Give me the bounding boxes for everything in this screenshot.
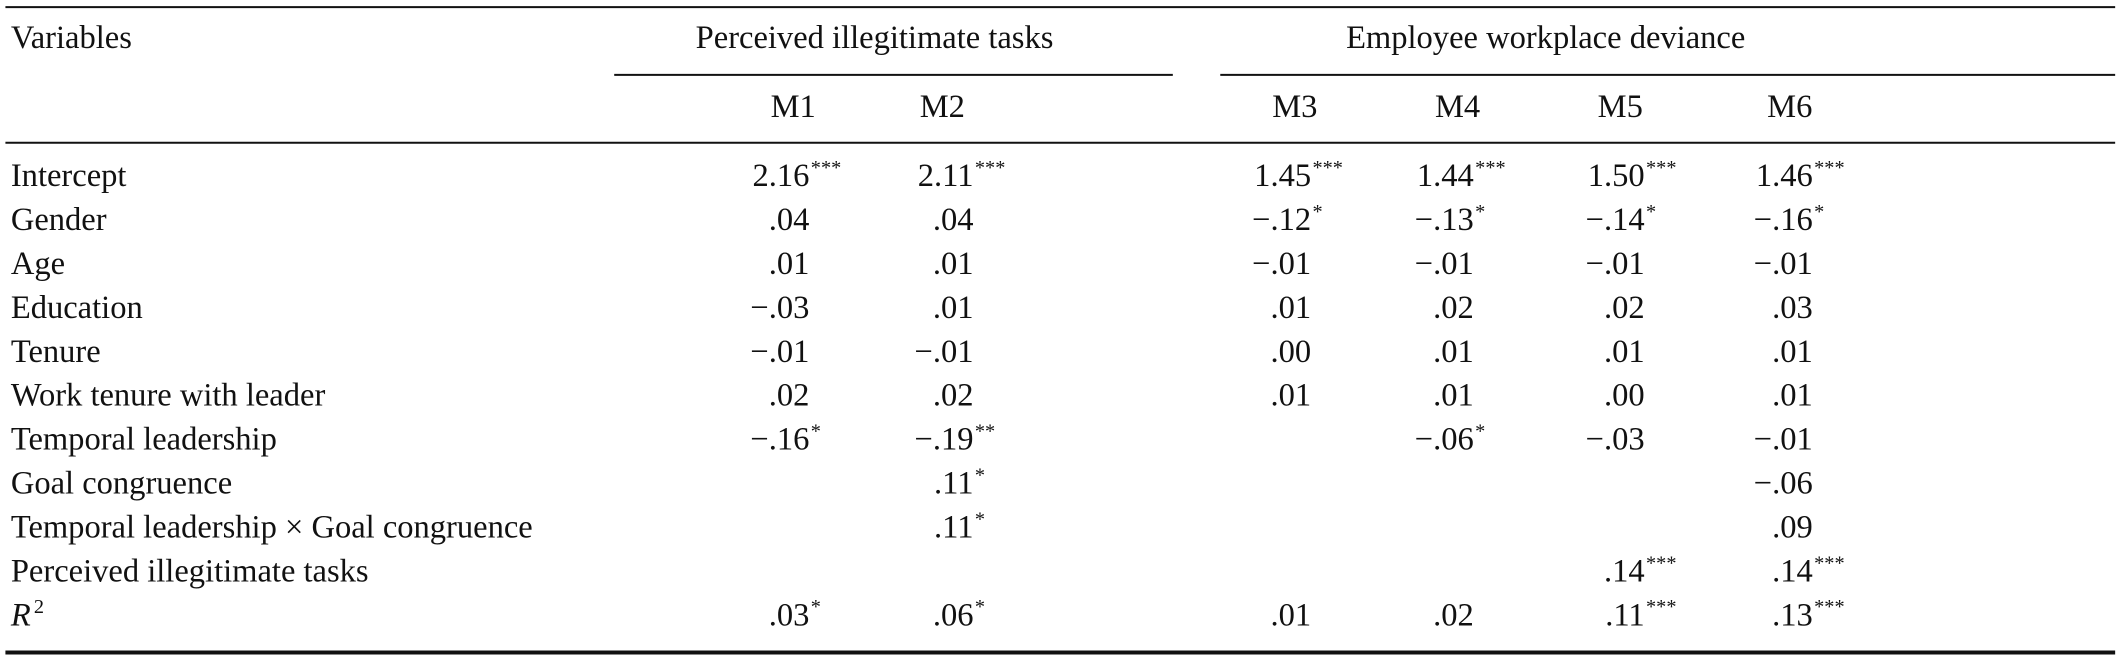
- cell-significance: *: [1312, 201, 1322, 223]
- group-header: Perceived illegitimate tasks: [696, 20, 1054, 56]
- cell-value: .11: [1605, 597, 1644, 633]
- cell-value: −.01: [1415, 246, 1474, 282]
- cell-significance: ***: [1814, 596, 1845, 618]
- cell-significance: ***: [811, 157, 842, 179]
- cell-value: .01: [1604, 334, 1645, 370]
- cell-value: −.16: [1754, 202, 1813, 238]
- cell-value: .09: [1772, 510, 1813, 546]
- cell-value: −.01: [1754, 422, 1813, 458]
- cell-value: .02: [1433, 290, 1474, 326]
- cell-value: −.01: [750, 334, 809, 370]
- cell-value: 2.16: [753, 158, 810, 194]
- cell-value: .01: [933, 290, 974, 326]
- cell-value: .01: [1772, 378, 1813, 414]
- model-header: M4: [1435, 89, 1480, 125]
- cell-significance: *: [811, 596, 821, 618]
- variables-header: Variables: [11, 20, 132, 56]
- cell-significance: ***: [1646, 552, 1677, 574]
- cell-value: .01: [933, 246, 974, 282]
- cell-value: .11: [934, 466, 973, 502]
- cell-significance: ***: [1814, 157, 1845, 179]
- cell-value: .14: [1604, 553, 1645, 589]
- cell-value: .00: [1604, 378, 1645, 414]
- row-label: Temporal leadership × Goal congruence: [11, 510, 533, 546]
- cell-significance: *: [975, 596, 985, 618]
- cell-value: 2.11: [918, 158, 974, 194]
- cell-value: −.16: [750, 422, 809, 458]
- cell-value: 1.50: [1588, 158, 1645, 194]
- cell-significance: *: [1814, 201, 1824, 223]
- group-header: Employee workplace deviance: [1346, 20, 1745, 56]
- row-label: Intercept: [11, 158, 127, 194]
- cell-significance: ***: [1814, 552, 1845, 574]
- cell-value: −.06: [1415, 422, 1474, 458]
- cell-value: .03: [769, 597, 810, 633]
- cell-significance: *: [975, 508, 985, 530]
- cell-value: −.01: [1754, 246, 1813, 282]
- cell-value: .02: [933, 378, 974, 414]
- cell-value: .14: [1772, 553, 1813, 589]
- cell-value: .11: [934, 510, 973, 546]
- cell-value: .02: [769, 378, 810, 414]
- cell-value: .01: [1270, 378, 1311, 414]
- cell-value: .02: [1604, 290, 1645, 326]
- cell-value: −.12: [1252, 202, 1311, 238]
- cell-value: .01: [769, 246, 810, 282]
- cell-value: .01: [1772, 334, 1813, 370]
- cell-value: .01: [1270, 597, 1311, 633]
- cell-significance: **: [975, 420, 995, 442]
- cell-significance: ***: [975, 157, 1005, 179]
- cell-value: −.03: [750, 290, 809, 326]
- cell-value: .01: [1433, 378, 1474, 414]
- cell-value: −.01: [1586, 246, 1645, 282]
- cell-value: .13: [1772, 597, 1813, 633]
- row-label: Gender: [11, 202, 107, 238]
- cell-significance: *: [1475, 420, 1485, 442]
- row-label: Temporal leadership: [11, 422, 277, 458]
- row-label: Education: [11, 290, 143, 326]
- model-header: M1: [771, 89, 816, 125]
- row-label-sup: 2: [34, 596, 44, 618]
- cell-significance: *: [975, 464, 985, 486]
- row-label: Goal congruence: [11, 466, 232, 502]
- cell-value: .01: [1433, 334, 1474, 370]
- cell-significance: ***: [1646, 157, 1677, 179]
- cell-value: 1.44: [1417, 158, 1474, 194]
- row-label: Age: [11, 246, 65, 282]
- model-header: M5: [1598, 89, 1643, 125]
- model-header: M2: [920, 89, 965, 125]
- cell-value: .04: [933, 202, 974, 238]
- cell-value: −.01: [1252, 246, 1311, 282]
- cell-value: .03: [1772, 290, 1813, 326]
- row-label: Work tenure with leader: [11, 378, 326, 414]
- cell-significance: ***: [1646, 596, 1677, 618]
- cell-significance: ***: [1312, 157, 1343, 179]
- cell-significance: *: [811, 420, 821, 442]
- cell-value: .06: [933, 597, 974, 633]
- model-header: M6: [1767, 89, 1812, 125]
- row-label: R: [10, 597, 31, 633]
- cell-value: −.13: [1415, 202, 1474, 238]
- cell-value: −.14: [1586, 202, 1645, 238]
- cell-value: .04: [769, 202, 810, 238]
- cell-significance: *: [1475, 201, 1485, 223]
- cell-value: .00: [1270, 334, 1311, 370]
- row-label: Perceived illegitimate tasks: [11, 553, 369, 589]
- row-label: Tenure: [11, 334, 101, 370]
- cell-value: .02: [1433, 597, 1474, 633]
- cell-significance: ***: [1475, 157, 1506, 179]
- cell-value: −.19: [914, 422, 973, 458]
- cell-value: 1.46: [1756, 158, 1813, 194]
- cell-value: 1.45: [1254, 158, 1311, 194]
- model-header: M3: [1272, 89, 1317, 125]
- cell-significance: *: [1646, 201, 1656, 223]
- cell-value: −.01: [914, 334, 973, 370]
- cell-value: −.03: [1586, 422, 1645, 458]
- cell-value: −.06: [1754, 466, 1813, 502]
- cell-value: .01: [1270, 290, 1311, 326]
